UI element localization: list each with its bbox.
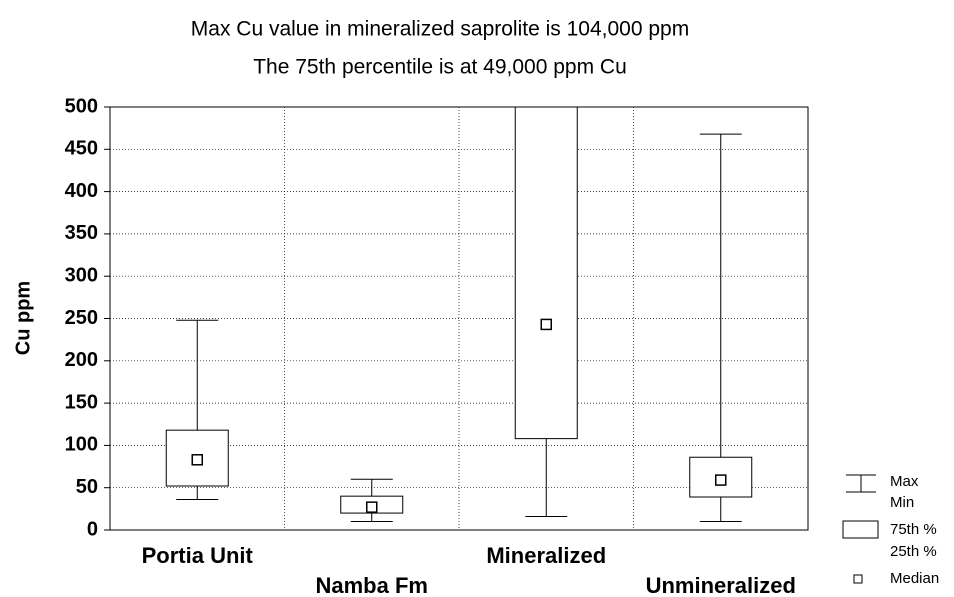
legend-label: Min	[890, 494, 914, 511]
plot	[165, 107, 753, 523]
y-tick-label: 200	[65, 349, 98, 371]
y-tick-label: 100	[65, 434, 98, 456]
legend-label: 25th %	[890, 543, 937, 560]
x-tick-label: Portia Unit	[142, 543, 254, 568]
y-tick-label: 0	[87, 518, 98, 540]
y-tick-label: 300	[65, 264, 98, 286]
median	[366, 501, 378, 513]
median	[540, 318, 552, 331]
y-tick-label: 150	[65, 391, 98, 413]
legend-label: 75th %	[890, 521, 937, 538]
y-tick-label: 50	[76, 476, 98, 498]
median	[715, 474, 727, 486]
y-tick-label: 250	[65, 307, 98, 329]
chart-title: Max Cu value in mineralized saprolite is…	[191, 18, 689, 41]
median	[191, 454, 203, 466]
chart-subtitle: The 75th percentile is at 49,000 ppm Cu	[253, 56, 627, 79]
x-tick-label: Mineralized	[486, 543, 606, 568]
y-tick-label: 450	[65, 138, 98, 160]
legend: Max Min 75th % 25th % Median	[842, 473, 939, 587]
y-tick-label: 400	[65, 180, 98, 202]
y-axis-label: Cu ppm	[12, 281, 34, 355]
y-tick-label: 350	[65, 222, 98, 244]
x-tick-label: Unmineralized	[646, 573, 796, 597]
legend-label: Median	[890, 570, 939, 587]
legend-median	[853, 574, 863, 584]
box	[514, 107, 578, 440]
legend-box	[842, 520, 879, 539]
y-tick-label: 500	[65, 95, 98, 117]
x-tick-label: Namba Fm	[316, 573, 428, 597]
legend-label: Max	[890, 473, 919, 490]
